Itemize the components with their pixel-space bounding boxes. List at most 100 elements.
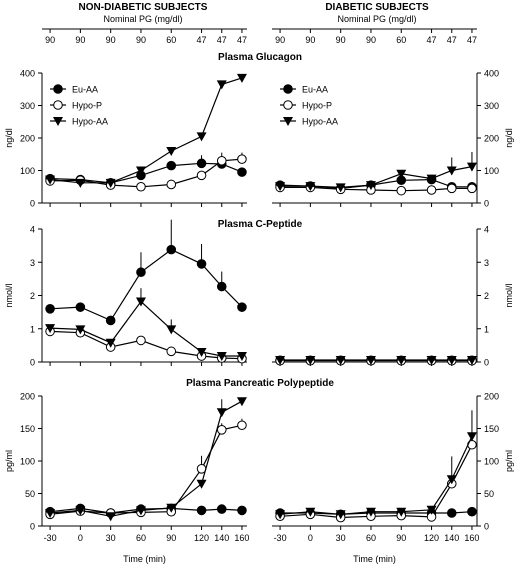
nominal-tick-label: 90 <box>106 35 116 45</box>
point-hypo-p <box>426 185 437 195</box>
nominal-tick-label: 47 <box>237 35 247 45</box>
point-hypo-aa <box>105 338 116 348</box>
series-line-hypo-p <box>50 424 243 515</box>
series-line-hypo-aa <box>50 77 243 184</box>
y-tick-label: 400 <box>484 69 499 79</box>
panel-title-c-peptide: Plasma C-Peptide <box>218 219 303 230</box>
y-tick-label: 2 <box>484 291 489 301</box>
point-hypo-aa <box>275 182 286 192</box>
point-eu-aa <box>166 160 177 171</box>
y-axis-label: ng/dl <box>504 128 514 148</box>
x-axis-label: Time (min) <box>123 554 166 564</box>
x-tick-label: 0 <box>308 533 313 543</box>
y-tick-label: 3 <box>484 258 489 268</box>
y-tick-label: 300 <box>20 101 35 111</box>
point-hypo-aa <box>135 166 146 176</box>
legend-marker-hypo-p <box>53 100 63 110</box>
point-hypo-aa <box>75 325 86 335</box>
point-eu-aa <box>75 302 86 312</box>
point-eu-aa <box>216 281 227 292</box>
point-hypo-aa <box>396 507 407 517</box>
point-hypo-aa <box>166 147 177 156</box>
nominal-tick-label: 47 <box>217 35 227 45</box>
point-hypo-p <box>396 185 407 196</box>
y-axis-label: nmol/l <box>504 283 514 307</box>
point-hypo-aa <box>335 356 346 366</box>
nominal-tick-label: 90 <box>136 35 146 45</box>
x-tick-label: 0 <box>78 533 83 543</box>
point-hypo-aa <box>335 183 346 193</box>
x-tick-label: 140 <box>444 533 459 543</box>
nominal-tick-label: 90 <box>366 35 376 45</box>
x-tick-label: 30 <box>106 533 116 543</box>
legend-label-hypo-p: Hypo-P <box>302 101 332 111</box>
legend-label-eu-aa: Eu-AA <box>72 85 98 95</box>
panel-title-glucagon: Plasma Glucagon <box>218 52 302 63</box>
legend-label-hypo-aa: Hypo-AA <box>302 117 338 127</box>
point-hypo-aa <box>166 325 177 335</box>
nominal-tick-label: 47 <box>467 35 477 45</box>
point-hypo-p <box>467 183 477 194</box>
y-tick-label: 200 <box>20 134 35 144</box>
nominal-tick-label: 47 <box>197 35 207 45</box>
y-tick-label: 1 <box>30 324 35 334</box>
y-tick-label: 0 <box>30 199 35 209</box>
point-hypo-p <box>136 335 146 346</box>
point-hypo-aa <box>275 356 286 366</box>
point-hypo-aa <box>196 132 207 142</box>
point-hypo-aa <box>305 507 316 517</box>
point-hypo-aa <box>426 174 437 184</box>
point-eu-aa <box>216 504 227 514</box>
nominal-tick-label: 60 <box>396 35 406 45</box>
header-non-diabetic: NON-DIABETIC SUBJECTS <box>79 2 208 13</box>
point-hypo-aa <box>396 356 407 366</box>
y-tick-label: 400 <box>20 69 35 79</box>
x-axis-label: Time (min) <box>353 554 396 564</box>
point-hypo-aa <box>446 475 457 485</box>
nominal-tick-label: 90 <box>45 35 55 45</box>
nominal-tick-label: 90 <box>305 35 315 45</box>
legend-marker-eu-aa <box>53 84 63 94</box>
y-tick-label: 50 <box>25 489 35 499</box>
y-tick-label: 2 <box>30 291 35 301</box>
point-hypo-p <box>237 420 247 431</box>
x-tick-label: 160 <box>234 533 249 543</box>
point-hypo-aa <box>236 73 247 83</box>
x-tick-label: 120 <box>424 533 439 543</box>
x-tick-label: 30 <box>336 533 346 543</box>
point-hypo-aa <box>275 510 286 520</box>
series-line-hypo-p <box>280 444 473 519</box>
point-hypo-p <box>166 179 177 190</box>
point-hypo-aa <box>75 506 86 516</box>
point-hypo-aa <box>466 356 477 366</box>
point-eu-aa <box>237 505 247 516</box>
y-tick-label: 200 <box>20 392 35 402</box>
y-axis-label: ng/dl <box>4 128 14 148</box>
point-hypo-aa <box>75 178 86 188</box>
y-tick-label: 0 <box>484 358 489 368</box>
legend-label-hypo-p: Hypo-P <box>72 101 102 111</box>
point-hypo-aa <box>135 297 146 307</box>
point-hypo-aa <box>305 356 316 366</box>
point-hypo-p <box>196 170 207 181</box>
point-hypo-aa <box>45 509 56 518</box>
y-tick-label: 100 <box>484 166 499 176</box>
point-hypo-aa <box>135 506 146 516</box>
point-hypo-aa <box>426 505 437 515</box>
x-tick-label: 60 <box>136 533 146 543</box>
y-tick-label: 100 <box>20 166 35 176</box>
y-tick-label: 0 <box>484 199 489 209</box>
point-eu-aa <box>446 508 457 518</box>
point-hypo-aa <box>105 512 116 522</box>
x-tick-label: 90 <box>396 533 406 543</box>
point-hypo-aa <box>236 352 247 362</box>
point-eu-aa <box>166 244 177 255</box>
point-hypo-aa <box>365 181 376 191</box>
legend-marker-hypo-p <box>283 100 293 110</box>
y-tick-label: 300 <box>484 101 499 111</box>
y-axis-label: pg/ml <box>504 450 514 472</box>
y-tick-label: 1 <box>484 324 489 334</box>
x-tick-label: 140 <box>214 533 229 543</box>
y-tick-label: 150 <box>20 424 35 434</box>
point-eu-aa <box>196 158 207 169</box>
